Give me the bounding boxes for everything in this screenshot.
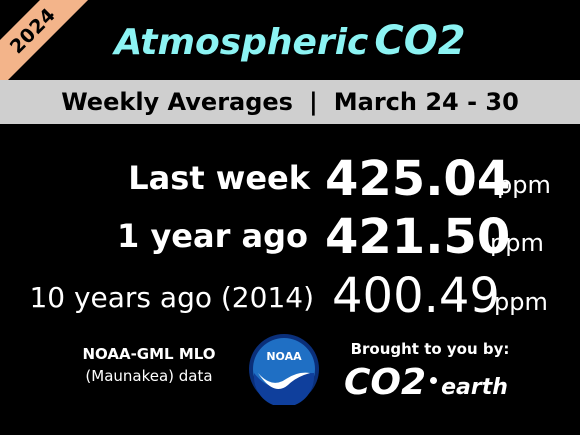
row-label: 1 year ago — [117, 217, 308, 255]
noaa-logo: NOAA — [249, 334, 319, 405]
row-label: Last week — [128, 159, 310, 197]
sponsor: Brought to you by: CO2 earth — [330, 340, 530, 403]
banner-separator: | — [308, 88, 318, 116]
brand-co2: CO2 — [344, 362, 427, 403]
row-last-week: Last week 425.04 ppm — [0, 145, 580, 205]
noaa-ocean — [254, 373, 314, 405]
data-source: NOAA-GML MLO (Maunakea) data — [60, 343, 238, 387]
noaa-bird — [258, 372, 310, 389]
source-line-1: NOAA-GML MLO — [82, 345, 216, 363]
row-1-year-ago: 1 year ago 421.50 ppm — [0, 203, 580, 263]
title-text: Atmospheric — [114, 22, 369, 63]
banner-right: March 24 - 30 — [333, 88, 519, 116]
row-unit: ppm — [490, 229, 544, 257]
brand-dot — [430, 377, 438, 384]
row-label: 10 years ago (2014) — [29, 281, 314, 314]
sponsor-label: Brought to you by: — [350, 340, 510, 358]
period-banner: Weekly Averages | March 24 - 30 — [0, 80, 580, 124]
source-line-2: (Maunakea) data — [85, 367, 213, 385]
banner-left: Weekly Averages — [61, 88, 293, 116]
row-value: 400.49 — [332, 268, 500, 324]
noaa-logo-text: NOAA — [266, 350, 302, 363]
page-title: Atmospheric CO2 — [0, 16, 580, 68]
co2-earth-logo: CO2 earth — [344, 362, 530, 403]
brand-earth: earth — [441, 375, 508, 400]
row-10-years-ago: 10 years ago (2014) 400.49 ppm — [0, 262, 580, 322]
row-unit: ppm — [494, 288, 548, 316]
title-co2: CO2 — [374, 18, 466, 64]
row-value: 425.04 — [325, 151, 511, 207]
row-unit: ppm — [497, 171, 551, 199]
row-value: 421.50 — [325, 209, 511, 265]
